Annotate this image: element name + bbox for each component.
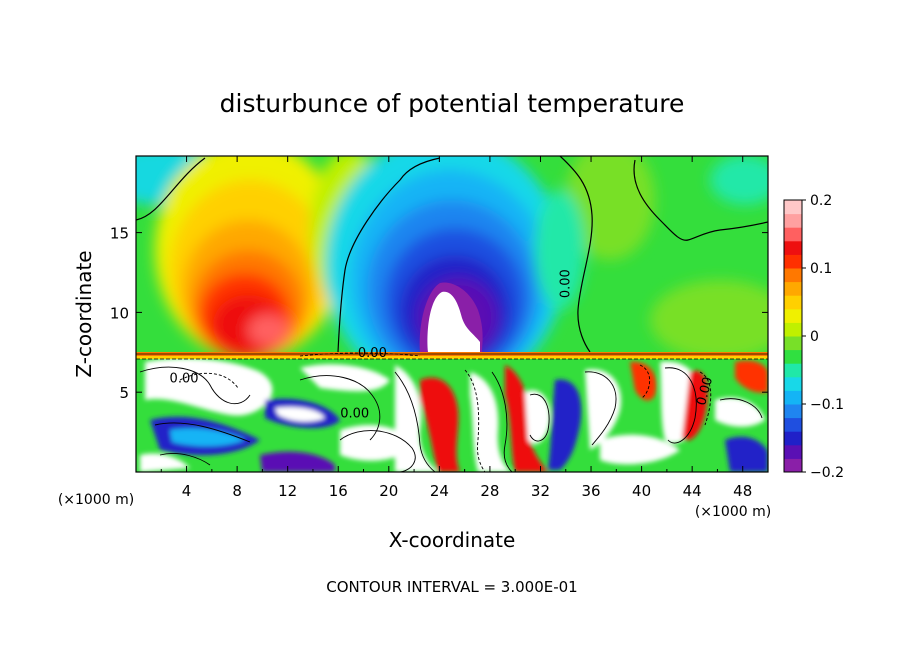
colorbar-swatch bbox=[784, 213, 802, 228]
x-tick-label: 36 bbox=[581, 482, 600, 500]
x-axis-label: X-coordinate bbox=[389, 528, 516, 552]
colorbar-swatch bbox=[784, 322, 802, 337]
colorbar-swatch bbox=[784, 404, 802, 419]
y-tick-label: 5 bbox=[119, 384, 129, 402]
contour-label: 0.00 bbox=[694, 375, 716, 407]
colorbar-tick-label: 0.2 bbox=[810, 193, 832, 209]
plot-area: 0.000.000.000.000.00 4 8 12 16 20 24 28 32 36 40 4… bbox=[110, 155, 769, 500]
lower-field bbox=[136, 352, 768, 472]
colorbar-swatch bbox=[784, 417, 802, 432]
y-tick-label: 10 bbox=[110, 304, 129, 322]
colorbar-swatch bbox=[784, 376, 802, 391]
x-tick-label: 16 bbox=[329, 482, 348, 500]
colorbar-swatch bbox=[784, 349, 802, 364]
colorbar-swatch bbox=[784, 444, 802, 459]
colorbar-tick-label: −0.2 bbox=[810, 465, 844, 481]
plot-frame bbox=[135, 155, 769, 473]
colorbar-swatch bbox=[784, 254, 802, 269]
colorbar-swatch bbox=[784, 240, 802, 255]
x-unit-left: (×1000 m) bbox=[58, 492, 134, 508]
colorbar-tick-label: −0.1 bbox=[810, 397, 844, 413]
colorbar-swatch bbox=[784, 227, 802, 242]
colorbar-swatch bbox=[784, 458, 802, 473]
x-tick-label: 20 bbox=[379, 482, 398, 500]
x-tick-label: 28 bbox=[480, 482, 499, 500]
x-tick-label: 4 bbox=[182, 482, 192, 500]
x-tick-label: 32 bbox=[531, 482, 550, 500]
colorbar-swatch bbox=[784, 390, 802, 405]
x-tick-label: 40 bbox=[632, 482, 651, 500]
colorbar-swatch bbox=[784, 336, 802, 351]
x-tick-label: 8 bbox=[232, 482, 242, 500]
x-tick-label: 24 bbox=[430, 482, 449, 500]
contour-label: 0.00 bbox=[559, 269, 574, 298]
x-unit-right: (×1000 m) bbox=[695, 504, 771, 520]
colorbar-swatch bbox=[784, 295, 802, 310]
colorbar-swatch bbox=[784, 281, 802, 296]
colorbar-swatch bbox=[784, 268, 802, 283]
colorbar-swatch bbox=[784, 308, 802, 323]
colorbar-swatch bbox=[784, 363, 802, 378]
x-tick-label: 48 bbox=[733, 482, 752, 500]
colorbar: 0.2 0.1 0 −0.1 −0.2 bbox=[783, 193, 844, 481]
y-tick-label: 15 bbox=[110, 225, 129, 243]
contour-interval-note: CONTOUR INTERVAL = 3.000E-01 bbox=[326, 578, 577, 596]
x-tick-label: 12 bbox=[278, 482, 297, 500]
contour-label: 0.00 bbox=[340, 407, 369, 422]
x-tick-label: 44 bbox=[683, 482, 702, 500]
colorbar-swatch bbox=[784, 431, 802, 446]
contour-labels: 0.00 0.00 0.00 0.00 0.00 bbox=[170, 269, 717, 422]
contour-label: 0.00 bbox=[358, 346, 387, 361]
y-axis-label: Z-coordinate bbox=[72, 250, 96, 377]
colorbar-swatch bbox=[784, 200, 802, 215]
x-axis: 4 8 12 16 20 24 28 32 36 40 44 48 bbox=[160, 156, 752, 500]
chart-title: disturbunce of potential temperature bbox=[220, 89, 685, 118]
colorbar-tick-label: 0.1 bbox=[810, 261, 832, 277]
colorbar-tick-label: 0 bbox=[810, 329, 819, 345]
upper-field bbox=[136, 156, 768, 352]
y-axis: 5 10 15 bbox=[110, 225, 768, 402]
contour-label: 0.00 bbox=[170, 372, 199, 387]
